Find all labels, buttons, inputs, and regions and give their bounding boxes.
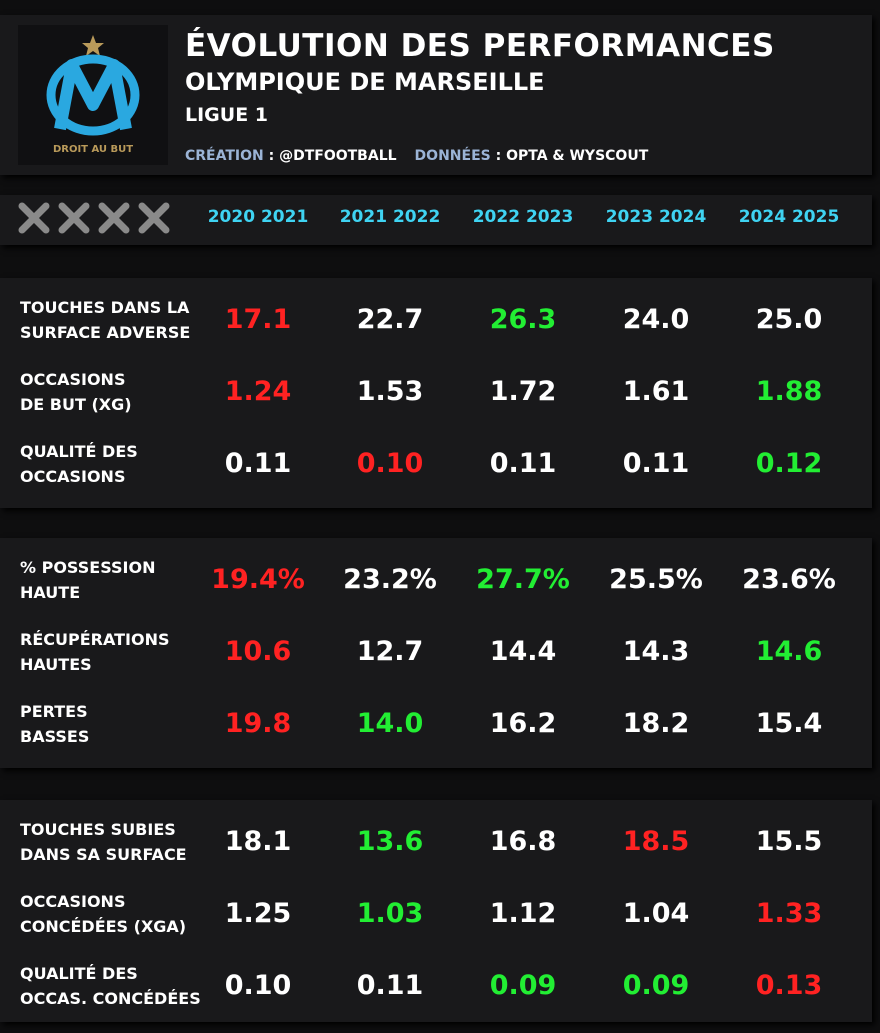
cell-value: 0.11 [489,448,557,479]
credit-key: CRÉATION [185,148,264,164]
section-panel [0,800,872,1022]
row-label: % POSSESSION HAUTE [20,555,210,605]
cell-value: 23.6% [742,564,836,595]
logo-art: DROIT AU BUT [46,35,140,155]
section-panel [0,278,872,508]
row-label-line: % POSSESSION [20,558,156,577]
league: LIGUE 1 [185,104,269,126]
subtitle: OLYMPIQUE DE MARSEILLE [185,68,545,96]
row-label-line: CONCÉDÉES (XGA) [20,917,187,936]
column-header: 2023 2024 [605,207,707,227]
row-label: RÉCUPÉRATIONS HAUTES [20,627,210,677]
cell-value: 19.4% [211,564,305,595]
cell-value: 0.10 [224,970,292,1001]
cell-value: 25.5% [609,564,703,595]
row-label-line: TOUCHES SUBIES [20,820,176,839]
cell-value: 0.11 [622,448,690,479]
row-label: OCCASIONS CONCÉDÉES (XGA) [20,889,210,939]
credit: DONNÉES : OPTA & WYSCOUT [415,148,649,164]
row-label-line: HAUTES [20,655,92,674]
row-label: TOUCHES SUBIES DANS SA SURFACE [20,817,210,867]
credit-key: DONNÉES [414,148,491,164]
row-label-line: OCCASIONS [20,467,126,486]
cell-value: 1.04 [622,898,690,929]
cell-value: 12.7 [356,636,424,667]
row-label-line: OCCAS. CONCÉDÉES [20,989,201,1008]
row-label-line: RÉCUPÉRATIONS [20,630,170,649]
row-label: TOUCHES DANS LA SURFACE ADVERSE [20,295,210,345]
row-label-line: QUALITÉ DES [20,964,138,983]
cell-value: 1.03 [356,898,424,929]
cell-value: 16.2 [489,708,557,739]
cell-value: 23.2% [343,564,437,595]
cell-value: 16.8 [489,826,557,857]
cell-value: 1.61 [622,376,690,407]
cell-value: 22.7 [356,304,424,335]
column-header: 2021 2022 [339,207,441,227]
row-label: OCCASIONS DE BUT (XG) [20,367,210,417]
logo-motto: DROIT AU BUT [53,144,133,155]
cell-value: 14.4 [489,636,557,667]
column-header-panel [0,195,872,245]
credits: CRÉATION : @DTFOOTBALL DONNÉES : OPTA & W… [185,148,666,164]
cell-value: 0.11 [224,448,292,479]
cell-value: 15.4 [755,708,823,739]
row-label-line: OCCASIONS [20,892,126,911]
row-label: QUALITÉ DES OCCASIONS [20,439,210,489]
cell-value: 0.09 [622,970,690,1001]
cell-value: 18.5 [622,826,690,857]
column-header: 2020 2021 [207,207,309,227]
row-label-line: TOUCHES DANS LA [20,298,190,317]
row-label-line: DANS SA SURFACE [20,845,187,864]
cell-value: 1.25 [224,898,292,929]
cell-value: 10.6 [224,636,292,667]
cell-value: 1.72 [489,376,557,407]
credit-text: : OPTA & WYSCOUT [495,148,649,164]
cell-value: 25.0 [755,304,823,335]
cell-value: 26.3 [489,304,557,335]
cell-value: 18.2 [622,708,690,739]
cell-value: 14.3 [622,636,690,667]
crosses [18,202,170,234]
cell-value: 1.33 [755,898,823,929]
cell-value: 1.24 [224,376,292,407]
title: ÉVOLUTION DES PERFORMANCES [185,28,775,64]
row-label-line: DE BUT (XG) [20,395,132,414]
credit: CRÉATION : @DTFOOTBALL [185,148,397,164]
cell-value: 17.1 [224,304,292,335]
row-label: QUALITÉ DES OCCAS. CONCÉDÉES [20,961,210,1011]
row-label-line: SURFACE ADVERSE [20,323,191,342]
cell-value: 24.0 [622,304,690,335]
cell-value: 0.13 [755,970,823,1001]
logo: DROIT AU BUT [18,25,168,165]
cell-value: 1.53 [356,376,424,407]
cell-value: 18.1 [224,826,292,857]
cell-value: 14.0 [356,708,424,739]
cell-value: 27.7% [476,564,570,595]
column-header: 2022 2023 [472,207,574,227]
row-label-line: QUALITÉ DES [20,442,138,461]
row-label-line: HAUTE [20,583,81,602]
cell-value: 13.6 [356,826,424,857]
cell-value: 0.11 [356,970,424,1001]
row-label-line: OCCASIONS [20,370,126,389]
cell-value: 14.6 [755,636,823,667]
row-label-line: PERTES [20,702,88,721]
cell-value: 15.5 [755,826,823,857]
row-label-line: BASSES [20,727,90,746]
cell-value: 1.12 [489,898,557,929]
row-label: PERTES BASSES [20,699,210,749]
cell-value: 0.12 [755,448,823,479]
column-header: 2024 2025 [738,207,840,227]
cell-value: 0.09 [489,970,557,1001]
cell-value: 1.88 [755,376,823,407]
credit-text: : @DTFOOTBALL [268,148,397,164]
cell-value: 19.8 [224,708,292,739]
cell-value: 0.10 [356,448,424,479]
section-panel [0,538,872,768]
